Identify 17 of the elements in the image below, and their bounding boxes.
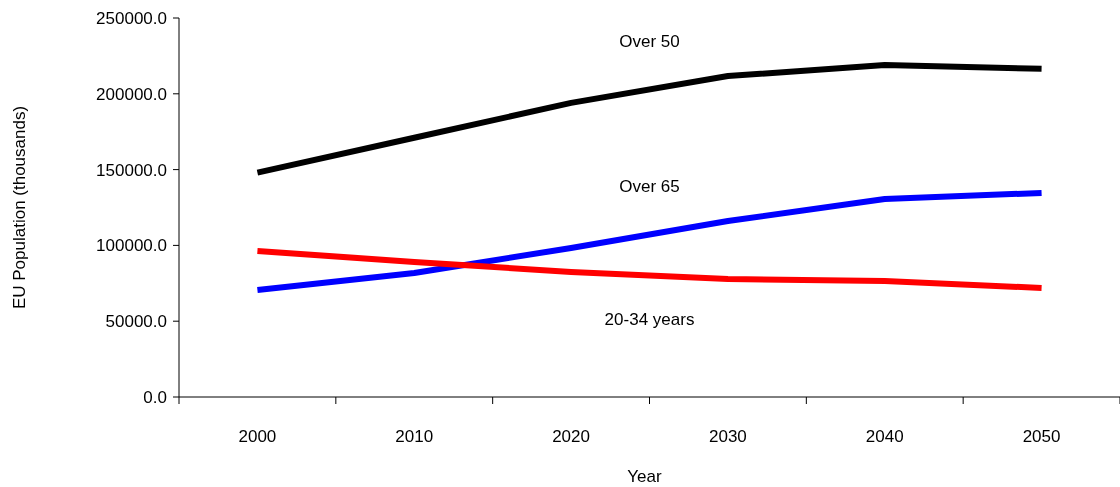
x-tick-label: 2000 bbox=[238, 427, 277, 446]
y-tick-label: 250000.0 bbox=[96, 8, 167, 28]
x-tick-label: 2020 bbox=[552, 427, 590, 446]
y-tick-label: 100000.0 bbox=[96, 236, 167, 256]
series-label: 20-34 years bbox=[604, 310, 695, 330]
y-tick-label: 0.0 bbox=[143, 387, 167, 407]
x-tick-label: 2030 bbox=[709, 427, 747, 446]
y-tick-label: 200000.0 bbox=[96, 84, 167, 104]
x-tick-label: 2010 bbox=[395, 427, 434, 446]
y-tick-label: 150000.0 bbox=[96, 160, 167, 180]
x-tick-label: 2050 bbox=[1022, 427, 1061, 446]
x-tick-label: 2040 bbox=[865, 427, 904, 446]
series-label: Over 50 bbox=[619, 32, 680, 52]
x-axis-title: Year bbox=[627, 467, 663, 486]
y-axis-title: EU Population (thousands) bbox=[10, 105, 29, 310]
y-tick-label: 50000.0 bbox=[105, 312, 167, 332]
series-label: Over 65 bbox=[619, 177, 680, 197]
